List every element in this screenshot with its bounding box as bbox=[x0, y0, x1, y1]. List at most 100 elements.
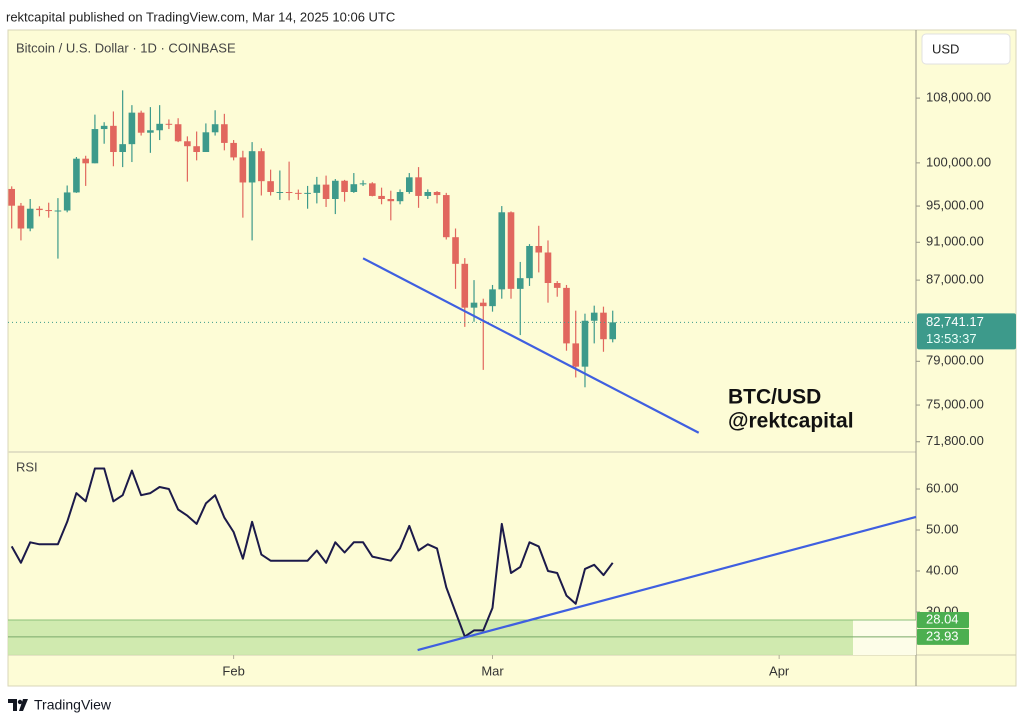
candle-body bbox=[590, 312, 598, 321]
rsi-band bbox=[8, 620, 853, 655]
candle-body bbox=[211, 124, 219, 133]
candle-body bbox=[369, 183, 376, 196]
candle-body bbox=[479, 302, 487, 307]
candle-body bbox=[156, 123, 163, 131]
candle-body bbox=[600, 312, 607, 340]
candle-body bbox=[45, 210, 52, 212]
logo-mark bbox=[8, 699, 17, 711]
candle-body bbox=[313, 184, 321, 193]
logo-dot bbox=[17, 699, 23, 705]
candle-body bbox=[36, 208, 43, 211]
y-tick-label: 87,000.00 bbox=[926, 272, 984, 287]
candle-body bbox=[239, 157, 247, 183]
candle-body bbox=[332, 180, 339, 200]
candle-body bbox=[63, 192, 71, 211]
level-label-box bbox=[917, 612, 969, 628]
y-tick-label: 79,000.00 bbox=[926, 353, 984, 368]
candle-body bbox=[544, 252, 552, 284]
trendline bbox=[362, 257, 700, 434]
candle-body bbox=[276, 192, 284, 194]
candle-body bbox=[54, 210, 62, 212]
countdown-label: 13:53:37 bbox=[926, 331, 977, 346]
candle-body bbox=[359, 183, 367, 185]
candle-body bbox=[304, 192, 311, 194]
candle-body bbox=[609, 322, 617, 340]
y-tick-label: 91,000.00 bbox=[926, 234, 984, 249]
candle-body bbox=[100, 125, 108, 130]
x-tick-label: Feb bbox=[222, 663, 244, 678]
candle-body bbox=[378, 195, 385, 200]
trendline bbox=[417, 515, 917, 652]
candle-body bbox=[137, 112, 145, 133]
rsi-title: RSI bbox=[16, 459, 38, 474]
footer-brand: TradingView bbox=[34, 697, 112, 713]
candle-body bbox=[350, 184, 358, 193]
candle-body bbox=[258, 151, 265, 182]
candle-body bbox=[424, 192, 432, 196]
candle-body bbox=[295, 192, 302, 194]
publish-header: rektcapital published on TradingView.com… bbox=[6, 9, 395, 24]
y-tick-label: 95,000.00 bbox=[926, 197, 984, 212]
level-label-box bbox=[917, 628, 969, 645]
candle-body bbox=[489, 289, 496, 307]
annotation: @rektcapital bbox=[728, 410, 854, 433]
candle-body bbox=[8, 188, 15, 206]
x-tick-label: Mar bbox=[481, 663, 504, 678]
candle-body bbox=[165, 123, 173, 125]
candle-body bbox=[452, 237, 459, 264]
candle-body bbox=[433, 192, 441, 196]
y-tick-label: 108,000.00 bbox=[926, 90, 991, 105]
logo-mark bbox=[19, 699, 28, 711]
candle-body bbox=[73, 158, 80, 193]
candle-body bbox=[202, 132, 210, 153]
candle-body bbox=[193, 146, 200, 153]
candle-body bbox=[17, 205, 25, 229]
annotation: BTC/USD bbox=[728, 386, 821, 409]
symbol-title: Bitcoin / U.S. Dollar · 1D · COINBASE bbox=[16, 40, 236, 55]
y-tick-label: 60.00 bbox=[926, 480, 959, 495]
last-price-box bbox=[917, 313, 1016, 350]
candle-body bbox=[91, 129, 99, 164]
candle-body bbox=[119, 144, 126, 153]
candle-body bbox=[147, 130, 154, 133]
candle-body bbox=[82, 158, 89, 164]
y-tick-label: 71,800.00 bbox=[926, 433, 984, 448]
candle-body bbox=[461, 263, 469, 308]
level-label: 28.04 bbox=[926, 611, 959, 626]
candle-body bbox=[26, 208, 34, 229]
y-tick-label: 75,000.00 bbox=[926, 396, 984, 411]
currency-button[interactable] bbox=[921, 33, 1011, 65]
candle-body bbox=[581, 320, 589, 367]
y-tick-label: 40.00 bbox=[926, 562, 959, 577]
y-tick-label: 50.00 bbox=[926, 521, 959, 536]
candle-body bbox=[572, 343, 580, 367]
candle-body bbox=[535, 245, 543, 253]
candle-body bbox=[563, 287, 570, 344]
x-tick-label: Apr bbox=[769, 663, 790, 678]
candle-body bbox=[341, 180, 348, 193]
candle-body bbox=[516, 278, 524, 289]
candle-body bbox=[470, 302, 478, 308]
rsi-band-end bbox=[853, 620, 916, 655]
candle-body bbox=[285, 192, 293, 194]
candle-body bbox=[498, 212, 506, 290]
candle-body bbox=[415, 177, 422, 196]
candle-body bbox=[322, 184, 330, 200]
tradingview-logo bbox=[8, 699, 28, 711]
candle-body bbox=[184, 141, 191, 147]
candle-body bbox=[248, 151, 256, 183]
rsi-line bbox=[10, 467, 614, 638]
level-label: 23.93 bbox=[926, 628, 959, 643]
candle-body bbox=[442, 195, 450, 238]
candle-body bbox=[553, 283, 561, 288]
candle-body bbox=[267, 181, 274, 193]
last-price-label: 82,741.17 bbox=[926, 314, 984, 329]
candle-body bbox=[405, 177, 413, 193]
candle-body bbox=[230, 142, 237, 158]
candle-body bbox=[174, 124, 182, 142]
currency-label[interactable]: USD bbox=[932, 41, 959, 56]
candle-body bbox=[396, 192, 404, 202]
candle-body bbox=[128, 112, 136, 145]
